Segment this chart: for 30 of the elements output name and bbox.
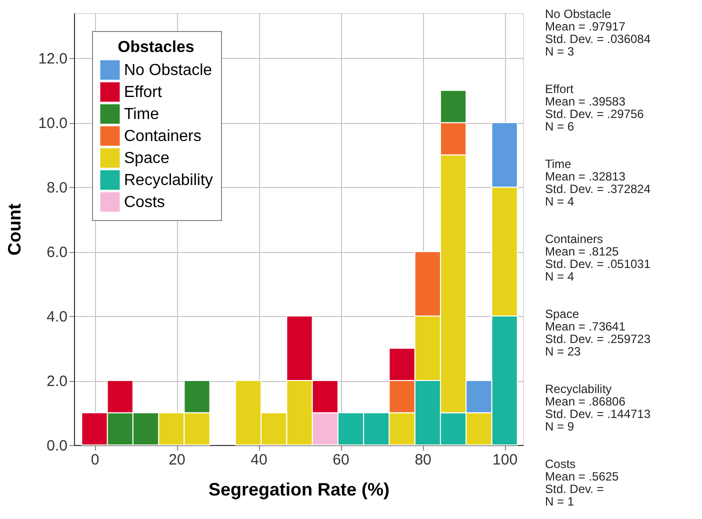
- legend-label: Recyclability: [124, 172, 213, 189]
- text: Recyclability Mean = .86806 Std. Dev. = .144713 N = 9: [545, 382, 651, 434]
- y-tick-label: 6.0: [46, 244, 68, 262]
- text: Effort Mean = .39583 Std. Dev. = .29756 N = 6: [545, 82, 644, 134]
- x-axis-title: Segregation Rate (%): [208, 480, 390, 500]
- x-tick-label: 40: [250, 452, 268, 468]
- y-tick-label: 8.0: [46, 180, 68, 197]
- text: Time Mean = .32813 Std. Dev. = .372824 N = 4: [545, 157, 651, 208]
- text: Containers Mean = .8125 Std. Dev. = .051031 N = 4: [545, 232, 651, 284]
- legend-label: Effort: [124, 84, 162, 101]
- x-tick-label: 0: [90, 452, 100, 468]
- y-tick-label: 10.0: [38, 115, 68, 132]
- x-tick-label: 60: [332, 452, 350, 468]
- y-axis-title: Count: [4, 204, 24, 256]
- legend-title: Obstacles: [118, 39, 194, 56]
- legend-label: Time: [124, 106, 160, 123]
- x-tick-label: 100: [492, 452, 518, 468]
- y-tick-label: 12.0: [38, 50, 68, 68]
- text: Space Mean = .73641 Std. Dev. = .259723 N = 23: [545, 307, 651, 358]
- y-tick-label: 0.0: [46, 438, 68, 454]
- x-tick-label: 80: [414, 452, 432, 468]
- y-tick-label: 4.0: [46, 308, 68, 326]
- y-tick-label: 2.0: [46, 373, 68, 390]
- legend-label: No Obstacle: [124, 62, 212, 79]
- legend-label: Containers: [124, 128, 202, 145]
- legend-label: Space: [124, 150, 170, 167]
- text: Costs Mean = .5625 Std. Dev. = N = 1: [545, 457, 620, 508]
- legend-label: Costs: [124, 194, 165, 211]
- x-tick-label: 20: [168, 452, 186, 468]
- text: No Obstacle Mean = .97917 Std. Dev. = .036084 N = 3: [545, 7, 651, 58]
